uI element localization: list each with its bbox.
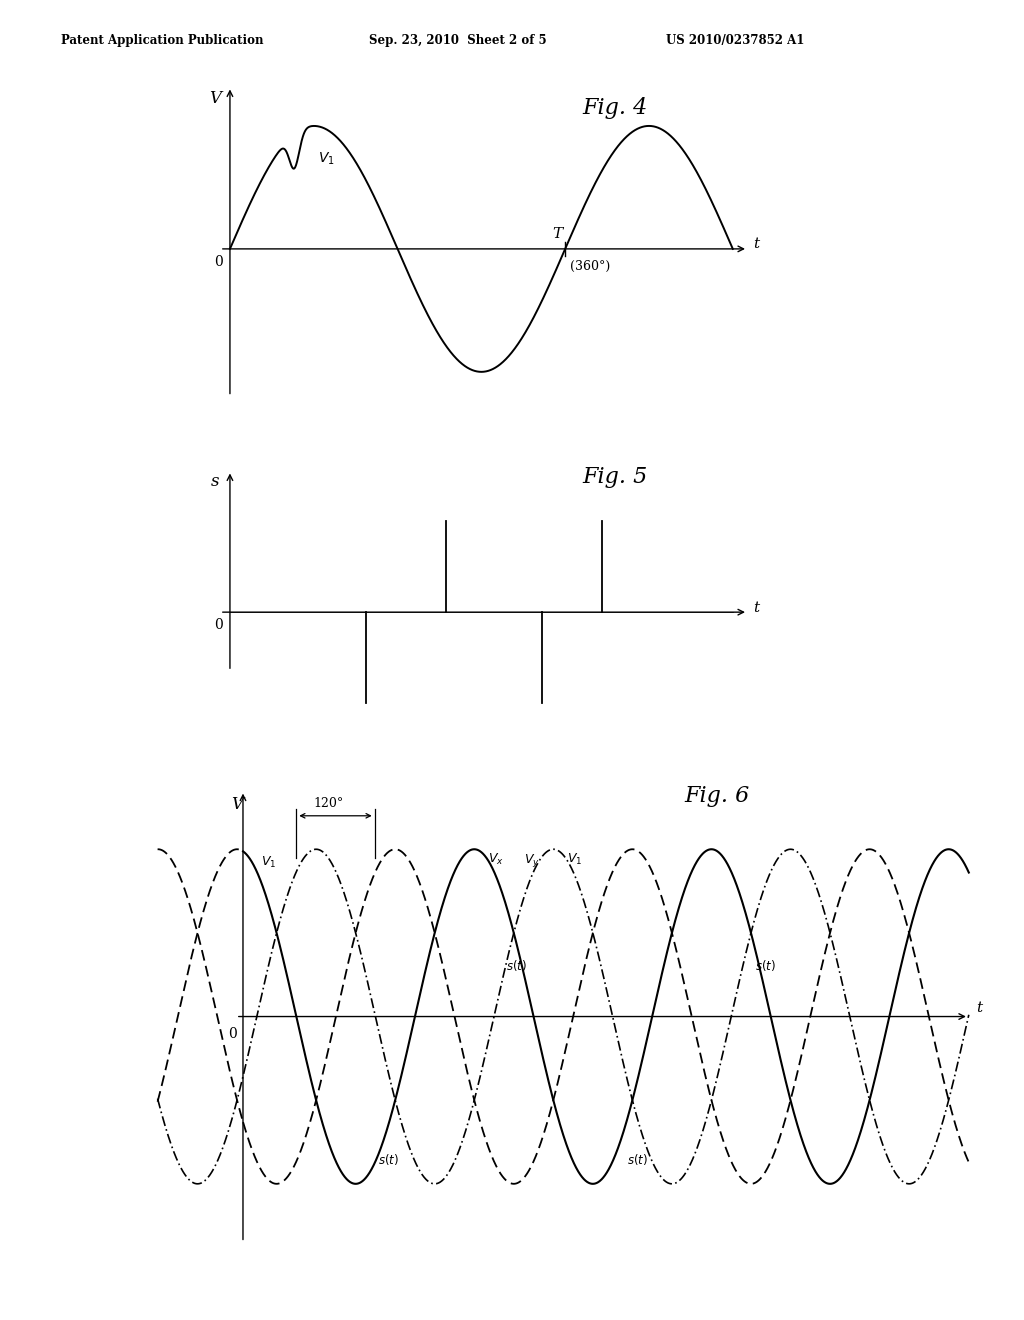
- Text: 0: 0: [228, 1027, 238, 1040]
- Text: Patent Application Publication: Patent Application Publication: [61, 34, 264, 48]
- Text: US 2010/0237852 A1: US 2010/0237852 A1: [666, 34, 804, 48]
- Text: 120°: 120°: [313, 797, 343, 810]
- Text: Fig. 4: Fig. 4: [582, 96, 647, 119]
- Text: t: t: [753, 601, 759, 615]
- Text: s: s: [211, 473, 219, 490]
- Text: $V_1$: $V_1$: [566, 851, 582, 867]
- Text: $V_x$: $V_x$: [488, 851, 504, 867]
- Text: $V_1$: $V_1$: [317, 150, 335, 168]
- Text: $s(t)$: $s(t)$: [628, 1152, 648, 1167]
- Text: Fig. 6: Fig. 6: [684, 785, 750, 808]
- Text: $s(t)$: $s(t)$: [756, 958, 776, 973]
- Text: Sep. 23, 2010  Sheet 2 of 5: Sep. 23, 2010 Sheet 2 of 5: [369, 34, 546, 48]
- Text: $V_y$: $V_y$: [524, 851, 540, 869]
- Text: $s(t)$: $s(t)$: [506, 958, 527, 973]
- Text: t: t: [753, 238, 759, 251]
- Text: Fig. 5: Fig. 5: [582, 466, 647, 488]
- Text: $s(t)$: $s(t)$: [378, 1152, 399, 1167]
- Text: V: V: [231, 796, 244, 813]
- Text: 0: 0: [214, 618, 222, 631]
- Text: T: T: [553, 227, 563, 240]
- Text: t: t: [976, 1001, 982, 1015]
- Text: V: V: [209, 90, 221, 107]
- Text: (360°): (360°): [570, 260, 610, 273]
- Text: $V_1$: $V_1$: [261, 855, 276, 870]
- Text: 0: 0: [214, 255, 222, 269]
